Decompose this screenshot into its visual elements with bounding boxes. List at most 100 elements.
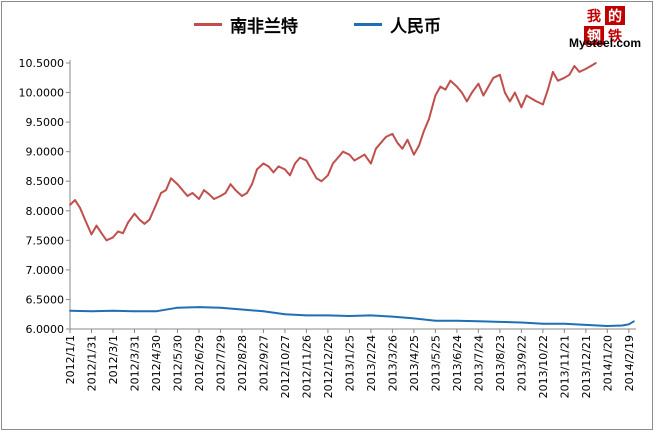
data-point-zar: [208, 193, 210, 196]
data-point-zar: [251, 183, 253, 186]
logo-char-4: 铁: [605, 26, 625, 45]
data-point-zar: [396, 141, 399, 144]
data-point-zar: [277, 165, 280, 168]
data-point-zar: [213, 198, 215, 200]
data-point-zar: [439, 85, 442, 88]
data-point-zar: [74, 199, 76, 202]
data-point-cny: [133, 310, 136, 313]
data-point-zar: [90, 233, 93, 236]
data-point-zar: [224, 192, 227, 194]
x-tick-label: 2014/1/20: [601, 335, 614, 391]
data-point-zar: [413, 153, 415, 156]
x-tick-label: 2012/8/28: [236, 335, 249, 391]
data-point-zar: [535, 100, 538, 103]
y-tick-label: 10.0000: [19, 87, 65, 100]
data-point-zar: [418, 144, 420, 147]
mysteel-logo: 我 的 钢 铁 Mysteel.com: [566, 6, 646, 50]
data-point-zar: [595, 62, 597, 64]
data-point-zar: [289, 174, 291, 177]
data-point-zar: [299, 156, 301, 159]
data-point-cny: [477, 320, 480, 323]
data-point-zar: [165, 189, 167, 192]
data-point-cny: [520, 321, 523, 324]
data-point-zar: [590, 65, 592, 67]
data-point-cny: [542, 322, 544, 325]
data-point-zar: [499, 73, 501, 76]
x-tick-label: 2012/3/31: [128, 335, 141, 391]
data-point-zar: [203, 189, 205, 192]
data-point-zar: [186, 195, 189, 197]
data-point-zar: [327, 174, 329, 177]
data-point-cny: [155, 310, 157, 313]
data-point-cny: [456, 319, 458, 322]
data-point-zar: [552, 71, 554, 73]
data-point-zar: [487, 85, 490, 88]
x-tick-label: 2012/10/27: [279, 335, 292, 398]
data-point-zar: [315, 177, 318, 180]
data-point-zar: [69, 204, 71, 206]
y-tick-label: 8.0000: [26, 205, 65, 218]
data-point-zar: [471, 91, 473, 94]
x-tick-label: 2012/11/26: [300, 335, 313, 398]
data-point-zar: [160, 192, 162, 194]
legend-label-zar: 南非兰特: [230, 16, 298, 37]
x-tick-label: 2012/3/1: [107, 335, 120, 384]
data-point-zar: [198, 198, 200, 200]
data-point-zar: [401, 147, 404, 150]
data-point-cny: [219, 306, 222, 309]
data-point-cny: [434, 319, 437, 322]
x-tick-label: 2012/7/29: [214, 335, 227, 391]
data-point-cny: [327, 314, 329, 317]
data-point-zar: [449, 79, 452, 82]
data-point-zar: [547, 88, 549, 91]
data-point-zar: [117, 230, 119, 233]
data-point-zar: [370, 162, 372, 165]
data-point-cny: [633, 320, 635, 323]
data-point-zar: [385, 136, 387, 138]
data-point-cny: [69, 309, 71, 312]
data-point-cny: [563, 322, 566, 325]
data-point-zar: [530, 97, 533, 100]
x-tick-label: 2013/1/25: [343, 335, 356, 391]
x-tick-label: 2013/5/25: [429, 335, 442, 391]
data-point-zar: [363, 153, 366, 156]
data-point-cny: [621, 324, 624, 327]
legend-item-cny: 人民币: [354, 12, 441, 37]
data-point-zar: [284, 168, 286, 171]
x-tick-label: 2013/6/24: [451, 335, 464, 391]
logo-brand-text: Mysteel.com: [569, 36, 642, 50]
data-point-zar: [466, 100, 468, 103]
data-point-zar: [234, 189, 237, 192]
data-point-zar: [578, 71, 581, 73]
data-point-zar: [584, 68, 587, 70]
data-point-zar: [294, 162, 296, 165]
data-point-zar: [375, 147, 377, 150]
x-tick-label: 2013/9/22: [515, 335, 528, 391]
data-point-zar: [456, 85, 458, 88]
data-point-zar: [514, 91, 516, 94]
data-point-zar: [557, 79, 559, 82]
data-point-cny: [391, 315, 394, 318]
data-point-zar: [573, 65, 576, 67]
x-tick-label: 2013/2/24: [365, 335, 378, 391]
data-point-cny: [413, 317, 415, 320]
y-tick-label: 10.5000: [19, 57, 65, 70]
data-point-zar: [133, 212, 136, 215]
data-point-cny: [176, 306, 179, 309]
x-tick-label: 2013/12/21: [580, 335, 593, 398]
data-point-zar: [95, 224, 98, 227]
data-point-zar: [428, 118, 430, 121]
data-point-zar: [542, 103, 544, 106]
data-point-zar: [358, 156, 361, 159]
data-point-zar: [191, 192, 194, 194]
data-point-zar: [105, 239, 108, 242]
data-point-zar: [181, 189, 184, 192]
legend-swatch-zar: [194, 22, 222, 26]
data-point-zar: [267, 165, 270, 168]
data-point-zar: [406, 138, 409, 141]
data-point-zar: [272, 171, 275, 174]
data-point-zar: [525, 94, 528, 97]
data-point-zar: [444, 88, 447, 91]
